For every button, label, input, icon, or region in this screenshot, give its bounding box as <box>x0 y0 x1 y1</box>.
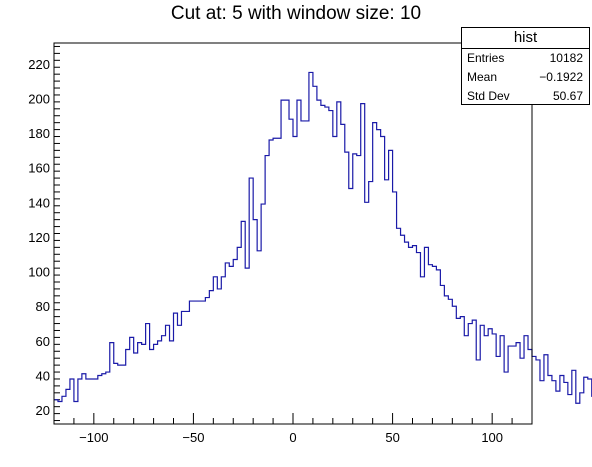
y-tick-label: 80 <box>36 299 50 314</box>
axis-ticks <box>53 45 533 424</box>
y-tick-label: 40 <box>36 369 50 384</box>
x-tick-label: −50 <box>182 430 204 445</box>
stats-row-mean: Mean −0.1922 <box>462 68 589 87</box>
histogram-line <box>54 71 592 404</box>
stats-label: Entries <box>467 51 505 65</box>
stats-value: 10182 <box>549 51 583 65</box>
y-tick-label: 220 <box>28 57 50 72</box>
x-tick-label: 0 <box>289 430 296 445</box>
stats-label: Mean <box>467 70 498 84</box>
axis-tick-labels: −100 −50 0 50 100 20 40 60 80 100 120 140 160 180 200 2… <box>28 57 503 445</box>
stats-label: Std Dev <box>467 89 510 103</box>
y-tick-label: 200 <box>28 91 50 106</box>
stats-row-stddev: Std Dev 50.67 <box>462 87 589 106</box>
plot-frame <box>53 42 533 425</box>
y-tick-label: 120 <box>28 230 50 245</box>
stats-value: −0.1922 <box>539 70 583 84</box>
stats-value: 50.67 <box>552 89 583 103</box>
x-tick-label: 50 <box>385 430 399 445</box>
y-tick-label: 100 <box>28 265 50 280</box>
y-tick-label: 180 <box>28 126 50 141</box>
stats-box: hist Entries 10182 Mean −0.1922 Std Dev … <box>461 27 590 105</box>
y-tick-label: 140 <box>28 195 50 210</box>
y-tick-label: 20 <box>36 403 50 418</box>
y-tick-label: 160 <box>28 161 50 176</box>
stats-title: hist <box>462 28 589 49</box>
x-tick-label: −100 <box>79 430 108 445</box>
stats-row-entries: Entries 10182 <box>462 49 589 68</box>
x-tick-label: 100 <box>481 430 503 445</box>
y-tick-label: 60 <box>36 334 50 349</box>
chart-title: Cut at: 5 with window size: 10 <box>170 3 422 24</box>
